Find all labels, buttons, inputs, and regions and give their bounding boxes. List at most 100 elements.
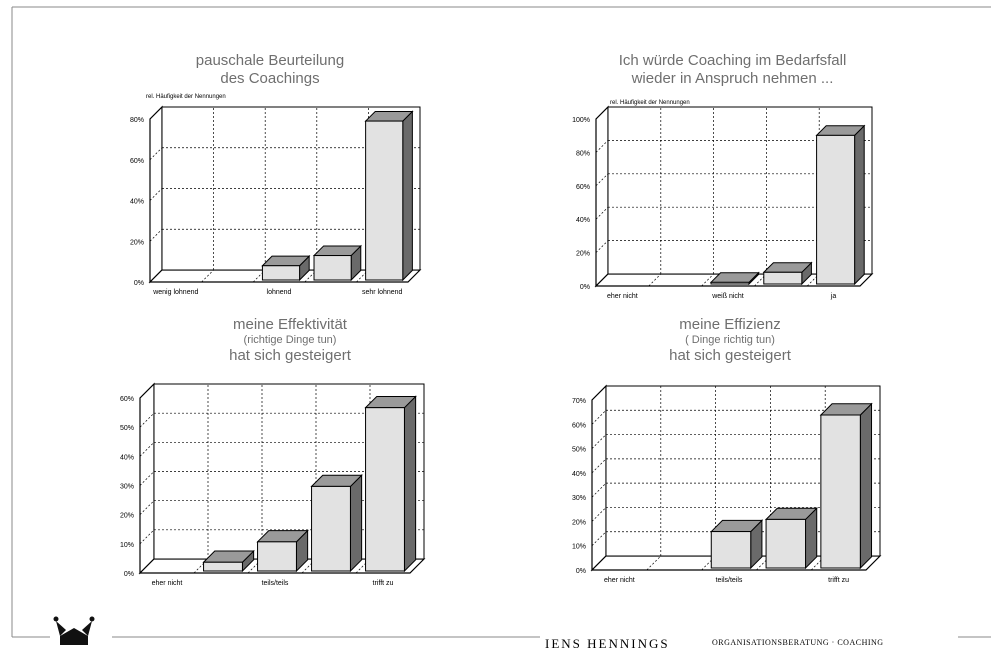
- gridline-floor: [806, 273, 820, 287]
- bar: [365, 120, 404, 281]
- gridline-floor: [201, 269, 214, 283]
- gridline-wall: [595, 173, 609, 187]
- y-tick-label: 50%: [120, 425, 134, 432]
- y-tick-label: 40%: [576, 217, 590, 224]
- y-tick-label: 0%: [580, 284, 590, 291]
- y-tick-label: 30%: [120, 484, 134, 491]
- x-tick-label: teils/teils: [262, 580, 289, 587]
- gridline-floor: [646, 555, 662, 571]
- chart4-title-line1: meine Effizienz: [679, 316, 781, 333]
- bar: [365, 407, 405, 572]
- y-tick-label: 70%: [572, 398, 586, 405]
- y-tick-label: 80%: [576, 150, 590, 157]
- logo-icon: [53, 616, 95, 645]
- bar: [311, 485, 351, 572]
- bar: [710, 281, 750, 285]
- gridline-wall: [139, 471, 155, 486]
- y-tick-label: 30%: [572, 495, 586, 502]
- bar: [763, 271, 803, 285]
- y-tick-label: 20%: [120, 513, 134, 520]
- gridline-wall: [591, 434, 607, 449]
- gridline-wall: [595, 240, 609, 253]
- chart2-title: Ich würde Coaching im Bedarfsfall wieder…: [590, 52, 875, 88]
- y-tick-label: 40%: [572, 471, 586, 478]
- chart1-title-line2: des Coachings: [220, 70, 320, 87]
- footer-tagline: ORGANISATIONSBERATUNG · COACHING: [712, 638, 884, 647]
- y-tick-label: 60%: [120, 396, 134, 403]
- gridline-wall: [591, 458, 607, 474]
- gridline-wall: [139, 412, 155, 428]
- gridline-wall: [595, 206, 609, 220]
- gridline-wall: [591, 507, 607, 522]
- bar: [257, 541, 297, 572]
- gridline-floor: [754, 273, 767, 287]
- y-tick-label: 0%: [124, 571, 134, 578]
- chart3-subtitle: (richtige Dinge tun): [243, 334, 337, 346]
- gridline-wall: [149, 229, 163, 242]
- x-tick-label: trifft zu: [373, 580, 394, 587]
- gridline-wall: [595, 106, 609, 120]
- gridline-floor: [701, 273, 714, 287]
- y-tick-label: 50%: [572, 447, 586, 454]
- chart1-title-line1: pauschale Beurteilung: [195, 52, 345, 69]
- x-tick-label: eher nicht: [604, 577, 635, 584]
- y-tick-label: 10%: [120, 542, 134, 549]
- gridline-floor: [252, 269, 266, 283]
- y-tick-label: 0%: [576, 568, 586, 575]
- y-tick-label: 10%: [572, 544, 586, 551]
- chart4-title-line2: hat sich gesteigert: [669, 347, 791, 365]
- chart3-title-line1: meine Effektivität: [233, 316, 347, 333]
- x-tick-label: eher nicht: [152, 580, 183, 587]
- y-tick-label: 60%: [572, 422, 586, 429]
- gridline-wall: [591, 385, 607, 401]
- gridline-wall: [139, 442, 155, 457]
- y-tick-label: 20%: [576, 251, 590, 258]
- gridline-floor: [356, 269, 369, 283]
- x-tick-label: teils/teils: [716, 577, 743, 584]
- y-tick-label: 80%: [130, 117, 144, 124]
- gridline-wall: [139, 500, 155, 515]
- x-tick-label: weiß nicht: [711, 293, 744, 300]
- y-tick-label: 0%: [134, 280, 144, 287]
- bar: [820, 414, 861, 569]
- bar: [313, 255, 352, 281]
- gridline-wall: [149, 188, 163, 201]
- x-tick-label: wenig lohnend: [152, 289, 198, 296]
- gridline-floor: [648, 273, 662, 287]
- chart1-title: pauschale Beurteilung des Coachings: [160, 52, 380, 88]
- chart4-subtitle: ( Dinge richtig tun): [685, 334, 775, 346]
- bar: [710, 531, 752, 569]
- gridline-wall: [591, 531, 607, 546]
- y-tick-label: 40%: [130, 199, 144, 206]
- gridline-wall: [591, 482, 607, 498]
- left-wall: [591, 384, 607, 572]
- footer-name: IENS HENNINGS: [545, 636, 670, 651]
- bar: [203, 561, 243, 572]
- y-tick-label: 20%: [130, 239, 144, 246]
- chart3-title: meine Effektivität (richtige Dinge tun) …: [180, 316, 400, 365]
- bar: [765, 518, 807, 569]
- x-tick-label: lohnend: [267, 289, 292, 296]
- bar: [261, 265, 301, 281]
- gridline-floor: [304, 269, 318, 283]
- y-tick-label: 20%: [572, 519, 586, 526]
- chart3-title-line2: hat sich gesteigert: [229, 347, 351, 365]
- chart2-title-line1: Ich würde Coaching im Bedarfsfall: [618, 52, 847, 69]
- gridline-wall: [149, 106, 163, 120]
- y-tick-label: 40%: [120, 454, 134, 461]
- y-tick-label: 60%: [576, 184, 590, 191]
- chart1-ylabel: rel. Häufigkeit der Nennungen: [146, 94, 226, 100]
- x-tick-label: trifft zu: [828, 577, 849, 584]
- x-tick-label: ja: [830, 293, 837, 300]
- x-tick-label: sehr lohnend: [362, 289, 403, 296]
- gridline-wall: [139, 383, 155, 399]
- gridline-wall: [149, 147, 163, 160]
- gridline-wall: [591, 410, 607, 425]
- x-tick-label: eher nicht: [607, 293, 638, 300]
- chart2-ylabel: rel. Häufigkeit der Nennungen: [610, 100, 690, 106]
